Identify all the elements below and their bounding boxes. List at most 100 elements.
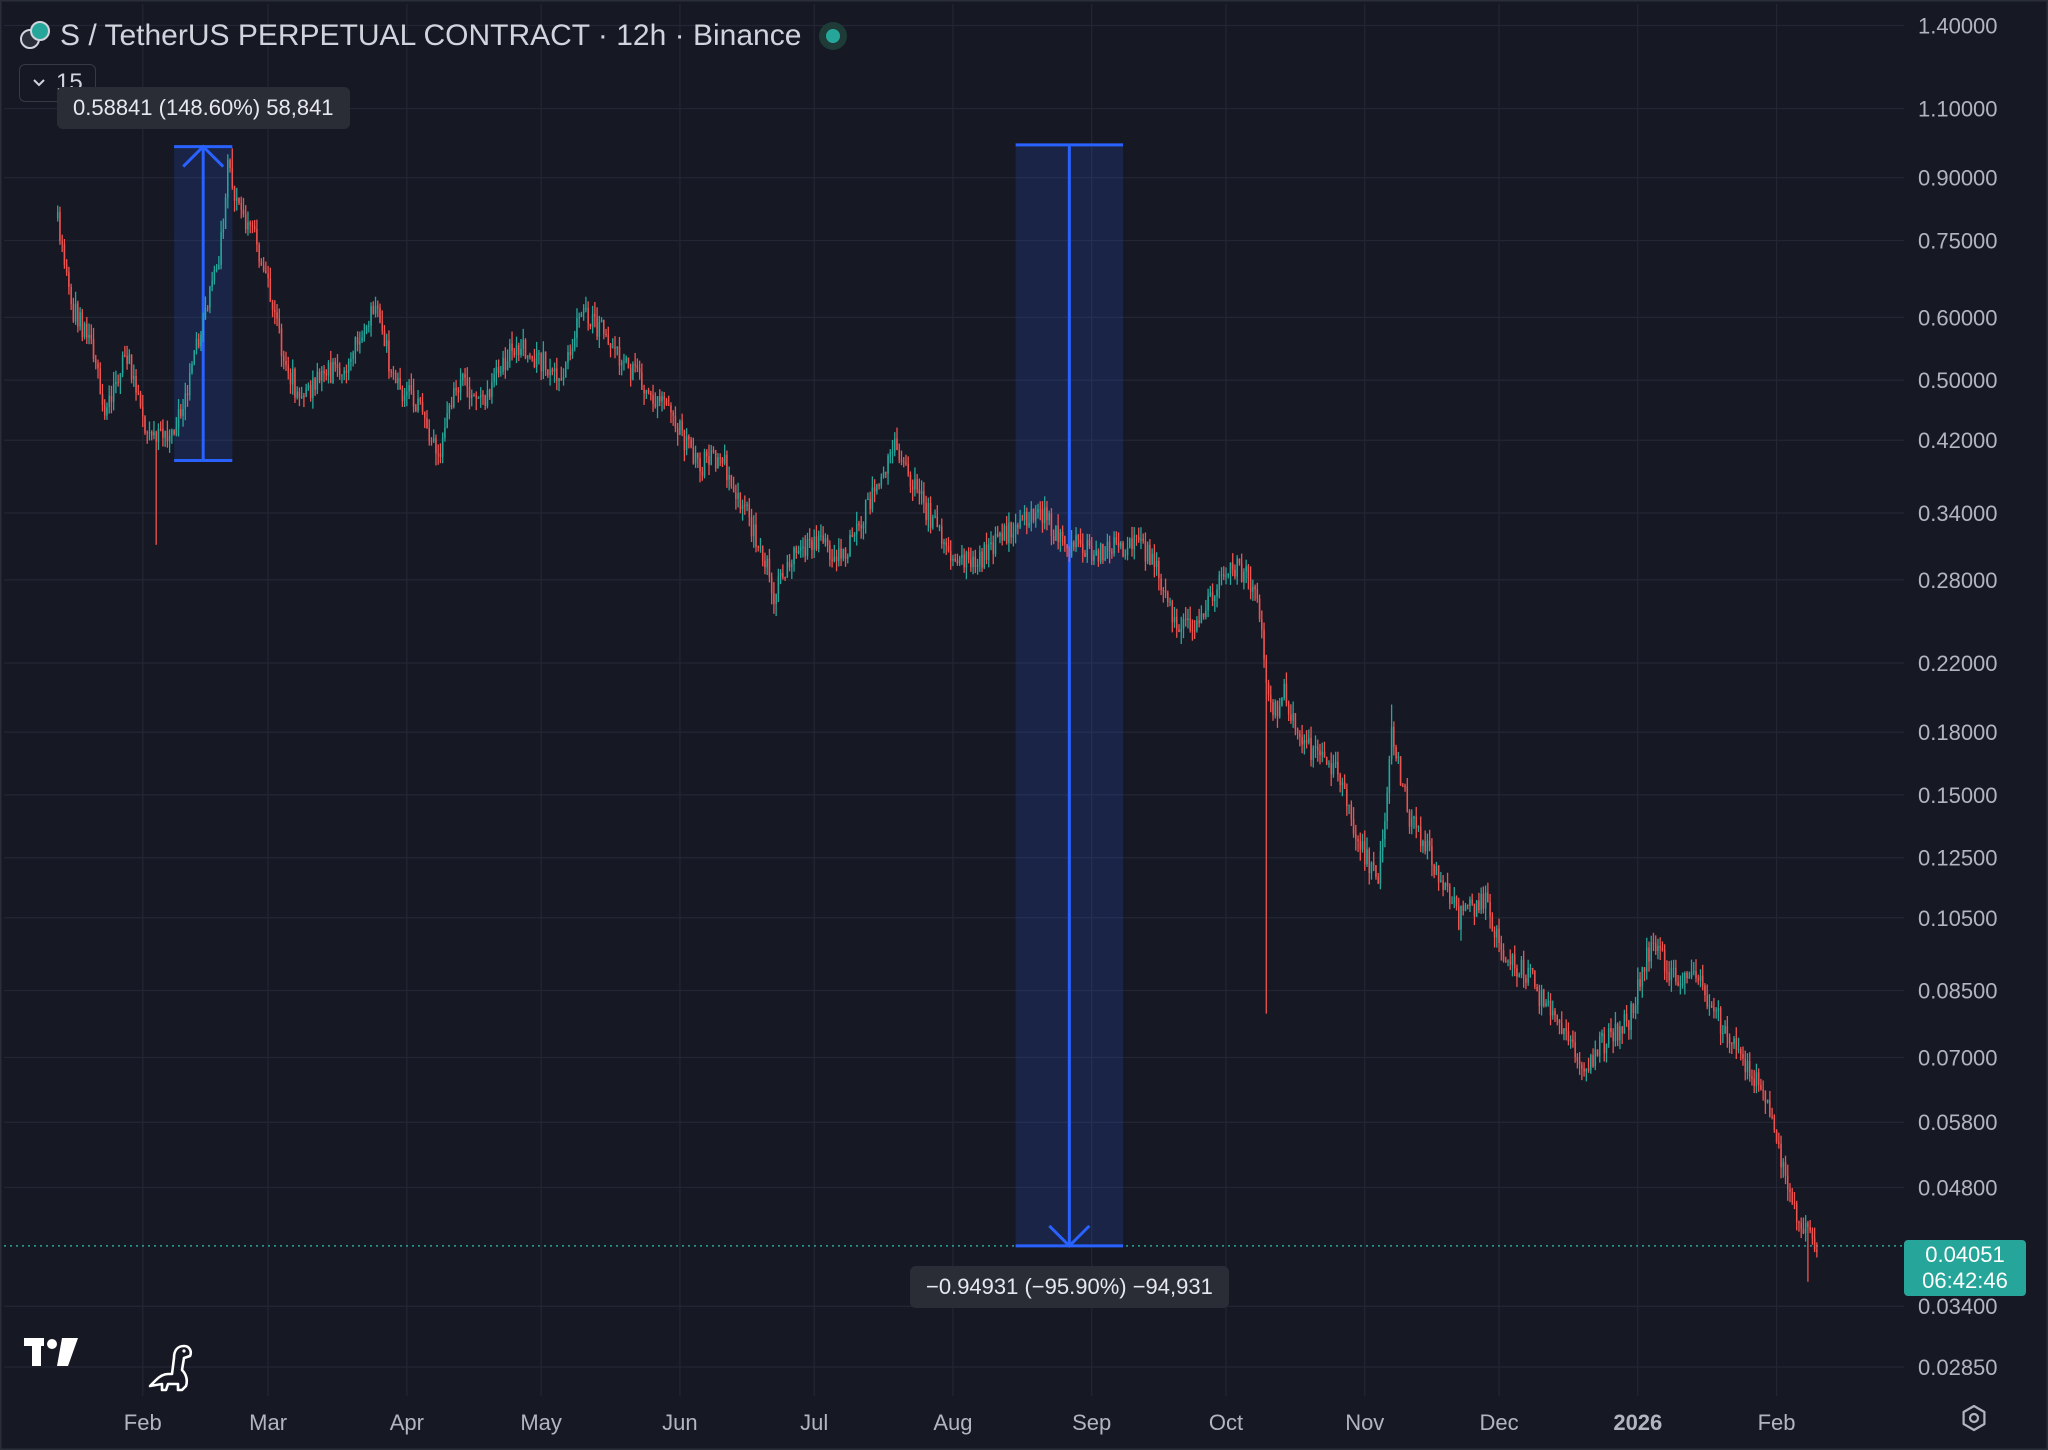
candle-body xyxy=(334,361,336,365)
candle xyxy=(63,238,66,269)
candle-body xyxy=(495,366,498,375)
candle-body xyxy=(197,338,200,347)
candle-body xyxy=(551,369,554,372)
candle-body xyxy=(1574,1041,1576,1057)
candle xyxy=(343,367,345,380)
gear-icon[interactable] xyxy=(1960,1404,1988,1432)
candle-body xyxy=(99,368,101,394)
candle-body xyxy=(285,360,287,366)
candle-body xyxy=(815,536,818,550)
candle xyxy=(1379,840,1382,890)
candle xyxy=(1088,534,1091,549)
candle-body xyxy=(332,361,334,383)
candle-body xyxy=(233,186,236,201)
candle-body xyxy=(1766,1099,1769,1103)
candle xyxy=(1068,546,1071,562)
candle xyxy=(1258,594,1261,623)
dinosaur-icon[interactable] xyxy=(146,1340,196,1392)
candle-body xyxy=(1120,542,1122,547)
candle xyxy=(1442,875,1444,897)
candle-body xyxy=(1688,977,1691,979)
candle-body xyxy=(632,364,634,380)
candle xyxy=(1478,892,1480,914)
candle xyxy=(323,365,325,383)
candle xyxy=(806,532,809,560)
candle-body xyxy=(1198,620,1200,624)
tradingview-logo-icon[interactable] xyxy=(24,1336,84,1370)
candle xyxy=(327,360,330,384)
candle xyxy=(1753,1069,1755,1094)
candle-body xyxy=(493,374,495,383)
candle-body xyxy=(1406,786,1409,811)
candle-body xyxy=(1672,967,1675,969)
candle-body xyxy=(650,392,652,396)
candle-body xyxy=(106,407,108,416)
candle xyxy=(1261,610,1263,639)
candle xyxy=(761,545,764,567)
candle-body xyxy=(1252,586,1254,592)
candle xyxy=(155,430,157,545)
candle xyxy=(1428,829,1431,852)
candle xyxy=(726,450,728,488)
candle-body xyxy=(330,362,332,383)
candle-body xyxy=(1433,864,1435,875)
candle xyxy=(1377,872,1379,885)
candle-body xyxy=(909,474,912,487)
candle-body xyxy=(932,517,934,528)
candle xyxy=(126,345,128,370)
candle xyxy=(793,546,795,572)
candle-body xyxy=(934,516,936,518)
candle-body xyxy=(88,334,90,338)
candle-body xyxy=(1046,507,1048,521)
candle-body xyxy=(271,301,274,310)
candle xyxy=(547,369,549,378)
candle xyxy=(1131,526,1133,557)
candle-body xyxy=(262,265,265,271)
candle-body xyxy=(441,437,444,457)
candle xyxy=(956,553,959,566)
candle xyxy=(1198,608,1200,628)
candle-body xyxy=(1384,821,1386,840)
candle xyxy=(1010,521,1012,544)
candle-body xyxy=(1560,1023,1563,1035)
candle xyxy=(571,338,574,359)
chart-title[interactable]: S / TetherUS PERPETUAL CONTRACT · 12h · … xyxy=(60,19,802,52)
candle xyxy=(1059,528,1062,552)
candle-body xyxy=(896,438,898,451)
candle xyxy=(1641,966,1644,998)
candle xyxy=(106,402,108,420)
candle xyxy=(70,283,72,310)
candle-body xyxy=(1505,961,1507,963)
candle xyxy=(591,305,594,334)
candle xyxy=(589,323,592,330)
candle-body xyxy=(571,348,574,355)
candle-body xyxy=(1466,904,1469,906)
candle-body xyxy=(538,353,540,355)
candle-body xyxy=(1301,736,1303,745)
candle xyxy=(1402,783,1404,788)
candle xyxy=(1769,1090,1771,1118)
candle xyxy=(1628,1019,1630,1040)
candle-body xyxy=(305,388,307,397)
candle-body xyxy=(410,385,413,391)
candle-body xyxy=(1670,968,1673,981)
candle xyxy=(757,545,759,552)
candle xyxy=(1531,967,1534,975)
symbol-pair-icon[interactable] xyxy=(20,21,50,51)
candle xyxy=(316,362,319,395)
candle xyxy=(768,548,771,583)
candle-body xyxy=(363,332,366,338)
candle-body xyxy=(1710,1005,1713,1008)
candle-body xyxy=(1679,984,1682,986)
candle-body xyxy=(1778,1142,1780,1144)
candle xyxy=(1146,541,1149,565)
candle xyxy=(1540,984,1543,1016)
candle xyxy=(124,345,126,358)
candle xyxy=(1659,937,1661,961)
candle-body xyxy=(582,308,585,314)
candle-body xyxy=(1267,683,1270,696)
candle xyxy=(961,545,963,565)
candle-body xyxy=(1184,619,1187,621)
candle-body xyxy=(1802,1228,1805,1234)
